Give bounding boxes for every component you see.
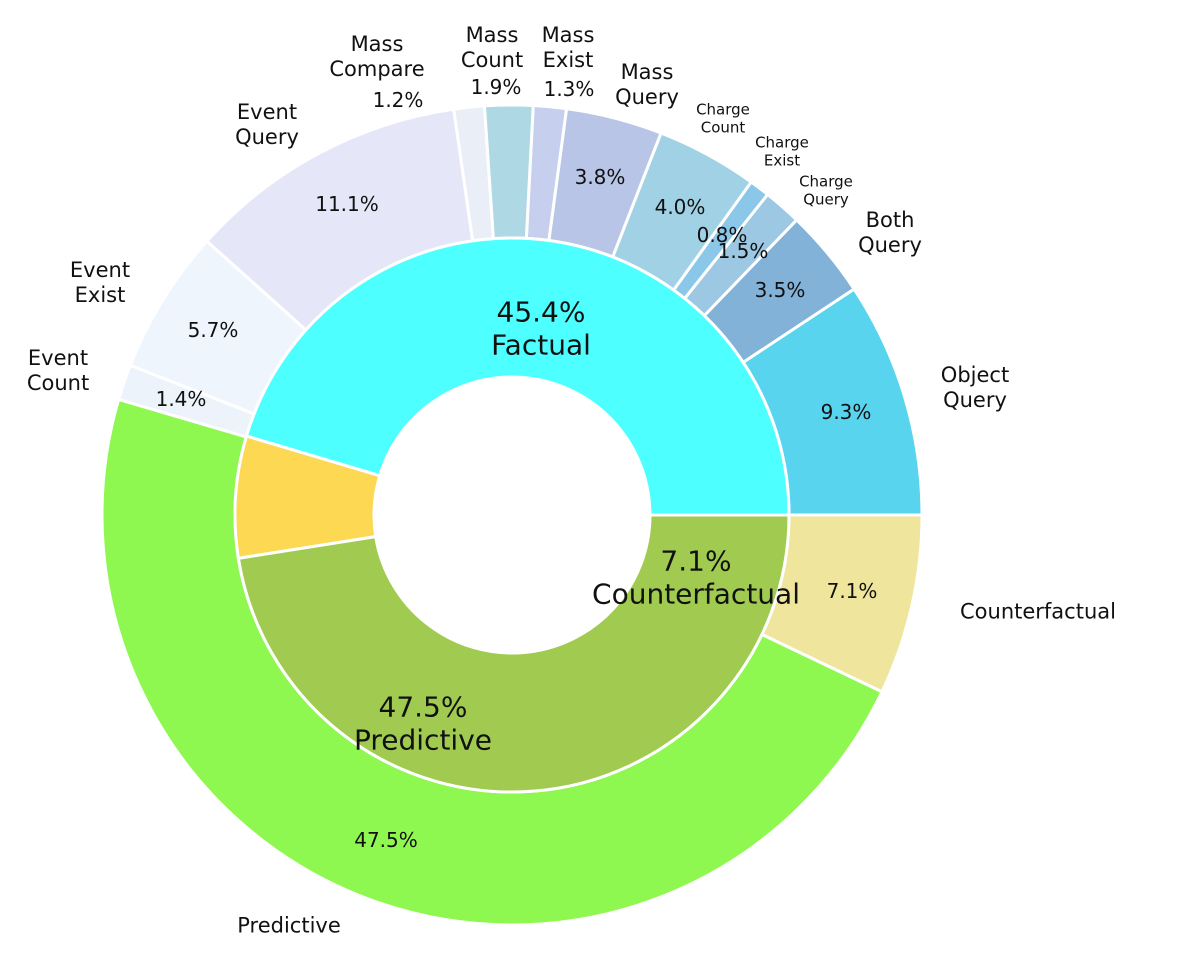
outer-pct-both-query: 3.5% — [755, 278, 806, 302]
inner-label-counterfactual: 7.1% Counterfactual — [592, 545, 800, 611]
outer-label-charge-exist: Charge Exist — [755, 134, 809, 170]
outer-label-mass-exist: Mass Exist — [542, 23, 595, 72]
outer-pct-event-count: 1.4% — [156, 387, 207, 411]
outer-pct-event-query: 11.1% — [315, 192, 379, 216]
inner-label-factual: 45.4% Factual — [491, 296, 591, 362]
outer-label-counterfactual: Counterfactual — [960, 600, 1116, 624]
outer-pct-event-exist: 5.7% — [188, 318, 239, 342]
inner-wedge-predictive — [236, 513, 791, 794]
outer-label-charge-query: Charge Query — [799, 173, 853, 209]
inner-ring — [233, 236, 791, 794]
outer-pct-charge-query: 1.5% — [718, 239, 769, 263]
outer-label-event-count: Event Count — [27, 346, 89, 395]
outer-pct-counterfactual: 7.1% — [827, 579, 878, 603]
outer-label-event-query: Event Query — [235, 100, 299, 149]
outer-label-object-query: Object Query — [941, 363, 1009, 412]
outer-label-mass-query: Mass Query — [615, 60, 679, 109]
inner-label-predictive: 47.5% Predictive — [354, 691, 492, 757]
inner-wedge-factual — [244, 236, 791, 517]
outer-label-predictive: Predictive — [237, 914, 341, 938]
outer-pct-mass-count: 1.9% — [471, 75, 522, 99]
outer-pct-object-query: 9.3% — [821, 400, 872, 424]
outer-label-mass-count: Mass Count — [461, 23, 523, 72]
outer-pct-charge-count: 4.0% — [655, 195, 706, 219]
outer-pct-charge-exist: 0.8% — [697, 223, 748, 247]
outer-label-both-query: Both Query — [858, 208, 922, 257]
outer-pct-mass-compare: 1.2% — [373, 88, 424, 112]
outer-ring — [100, 103, 924, 927]
outer-pct-mass-exist: 1.3% — [544, 77, 595, 101]
outer-label-mass-compare: Mass Compare — [329, 32, 424, 81]
chart-labels: Object Query 9.3% Both Query 3.5% Charge Query 1… — [27, 23, 1116, 937]
outer-pct-mass-query: 3.8% — [575, 165, 626, 189]
outer-label-event-exist: Event Exist — [70, 258, 130, 307]
outer-label-charge-count: Charge Count — [696, 101, 750, 137]
outer-pct-predictive: 47.5% — [354, 828, 418, 852]
